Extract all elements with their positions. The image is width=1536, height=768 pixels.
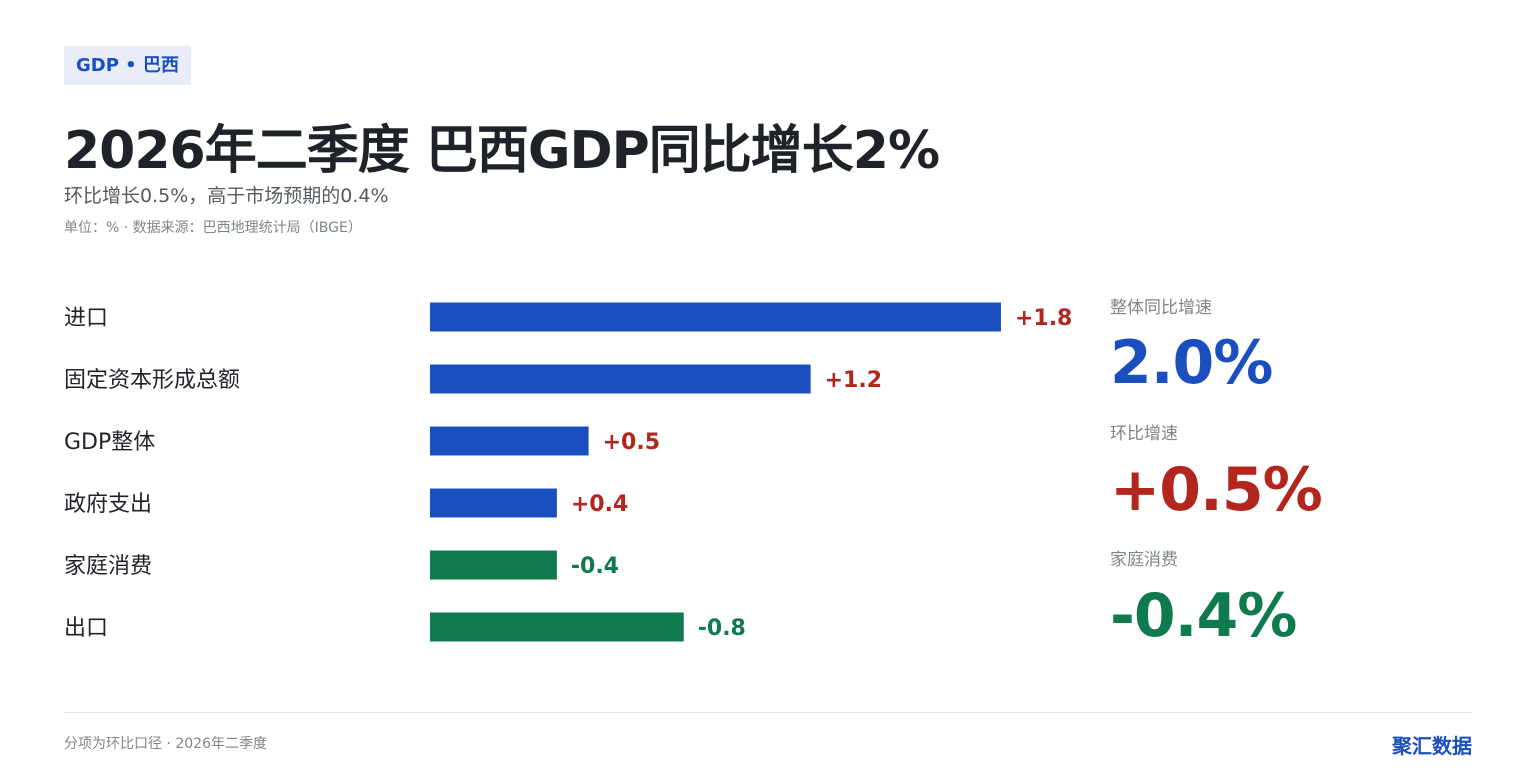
bar-3	[430, 426, 589, 456]
brand-logo-text: 聚汇数据	[1392, 734, 1472, 758]
category-label: GDP整体	[64, 430, 155, 455]
bar-5	[430, 550, 557, 580]
bar-value-label: +0.5	[603, 430, 660, 455]
bar-1	[430, 302, 1001, 332]
category-label: 家庭消费	[64, 554, 152, 579]
category-label: 出口	[64, 616, 108, 641]
kpi-household-label: 家庭消费	[1110, 550, 1178, 570]
bar-value-label: -0.4	[571, 554, 619, 579]
category-label: 政府支出	[64, 492, 152, 517]
footer-note: 分项为环比口径 · 2026年二季度	[64, 736, 267, 752]
bar-6	[430, 612, 684, 642]
kpi-yoy-value: 2.0%	[1110, 328, 1273, 398]
bar-2	[430, 364, 811, 394]
bar-4	[430, 488, 557, 518]
footer-divider	[64, 712, 1473, 713]
kpi-qoq-label: 环比增速	[1110, 424, 1178, 444]
bar-value-label: +0.4	[571, 492, 628, 517]
unit-source-note: 单位：% · 数据来源：巴西地理统计局（IBGE）	[64, 220, 362, 236]
kpi-qoq-value: +0.5%	[1110, 455, 1323, 525]
category-label: 固定资本形成总额	[64, 368, 240, 393]
headline-subtitle: 环比增长0.5%，高于市场预期的0.4%	[64, 185, 389, 207]
kpi-household-value: -0.4%	[1110, 581, 1297, 651]
headline-title: 2026年二季度 巴西GDP同比增长2%	[64, 121, 940, 181]
gdp-components-bar-chart: 进口 +1.8 固定资本形成总额 +1.2 GDP整体 +0.5 政府支出 +0.4 家庭消费 -…	[64, 302, 1072, 642]
category-label: 进口	[64, 306, 108, 331]
kpi-yoy-label: 整体同比增速	[1110, 298, 1212, 318]
bar-value-label: -0.8	[698, 616, 746, 641]
topic-tag: GDP • 巴西	[64, 46, 191, 85]
bar-value-label: +1.2	[825, 368, 882, 393]
bar-value-label: +1.8	[1015, 306, 1072, 331]
